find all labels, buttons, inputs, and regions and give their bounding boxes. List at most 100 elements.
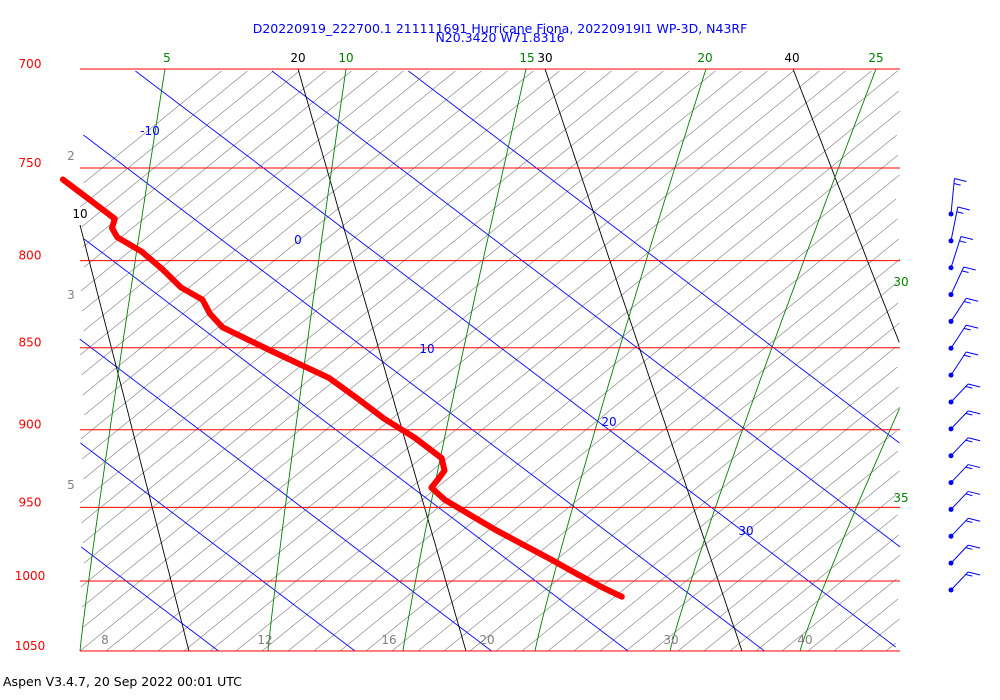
wind-barb-feather	[963, 266, 976, 271]
isotherm-line	[408, 70, 900, 444]
mixing-ratio-line	[495, 322, 900, 652]
mixing-ratio-line	[79, 70, 248, 208]
mixing-ratio-line	[84, 70, 326, 268]
wind-barb-staff	[950, 298, 967, 322]
wind-barb-feather	[963, 354, 971, 358]
wind-barb-staff	[950, 410, 969, 430]
mixing-ratio-line	[807, 578, 897, 652]
wind-barb	[948, 410, 981, 432]
mixing-ratio-lines	[79, 70, 901, 652]
moist-adiabat-line	[402, 68, 527, 652]
mixing-ratio-label: 8	[101, 633, 109, 647]
wind-barb-feather	[966, 351, 979, 356]
wind-barb-feather	[965, 520, 973, 523]
wind-barb-feather	[956, 211, 964, 214]
mixing-ratio-line	[547, 366, 898, 652]
mixing-ratio-line	[83, 70, 586, 480]
wind-barb-feather	[960, 236, 974, 241]
moist-adiabat-label: 25	[868, 51, 883, 65]
wind-barb	[948, 544, 981, 566]
mixing-ratio-line	[79, 70, 612, 504]
wind-barb	[948, 351, 979, 378]
wind-barb	[948, 206, 970, 244]
wind-barb-staff	[950, 236, 962, 268]
wind-barb	[948, 236, 974, 271]
pressure-tick-label: 900	[19, 418, 42, 432]
moist-adiabat-line	[799, 408, 900, 652]
wind-barb-feather	[965, 439, 973, 443]
mixing-ratio-line	[235, 110, 901, 652]
wind-barb-feather	[968, 571, 981, 576]
wind-barb-feather	[957, 206, 970, 211]
pressure-tick-label: 700	[19, 57, 42, 71]
wind-barb-feather	[965, 493, 973, 497]
mixing-ratio-line	[755, 534, 899, 652]
mixing-ratio-label: 2	[67, 149, 75, 163]
isotherm-line	[271, 70, 901, 548]
wind-barb	[948, 437, 981, 459]
wind-barb	[948, 571, 981, 593]
wind-barb-feather	[959, 240, 967, 244]
isotherm-line	[80, 442, 356, 652]
dry-adiabat-label: 10	[72, 207, 87, 221]
mixing-ratio-line	[82, 70, 378, 312]
isotherm-label: -10	[140, 124, 160, 138]
mixing-ratio-line	[81, 70, 638, 524]
mixing-ratio-line	[313, 174, 900, 652]
wind-barb-staff	[950, 383, 969, 403]
isotherm-lines	[79, 70, 901, 652]
mixing-ratio-line	[599, 406, 901, 652]
moist-adiabat-label: 30	[893, 275, 908, 289]
chart-title-line1: D20220919_222700.1 211111691 Hurricane F…	[252, 21, 748, 36]
mixing-ratio-line	[625, 430, 897, 652]
wind-barb-staff	[950, 517, 969, 537]
mixing-ratio-line	[79, 70, 794, 652]
mixing-ratio-label: 5	[67, 478, 75, 492]
mixing-ratio-line	[131, 70, 846, 652]
sounding-temperature-line	[59, 176, 625, 600]
wind-barb	[948, 297, 979, 324]
isotherm-label: 10	[419, 342, 434, 356]
mixing-ratio-line	[80, 70, 534, 440]
mixing-ratio-line	[781, 554, 901, 652]
dry-adiabat-label: 20	[290, 51, 305, 65]
mixing-ratio-line	[417, 258, 901, 652]
wind-barb-staff	[950, 266, 965, 295]
wind-barb-staff	[950, 351, 967, 376]
mixing-ratio-line	[81, 70, 456, 376]
wind-barb-staff	[950, 206, 959, 241]
wind-barb-feather	[965, 574, 973, 577]
wind-barb-staff	[950, 544, 969, 564]
isotherm-label: 30	[738, 524, 753, 538]
wind-barb-feather	[965, 547, 973, 550]
dry-adiabat-line	[79, 224, 190, 652]
wind-barb-feather	[965, 466, 973, 470]
mixing-ratio-label: 20	[479, 633, 494, 647]
mixing-ratio-line	[81, 70, 742, 608]
software-footer: Aspen V3.4.7, 20 Sep 2022 00:01 UTC	[3, 674, 242, 689]
mixing-ratio-label: 16	[381, 633, 396, 647]
sounding-profile	[59, 176, 625, 600]
moist-adiabat-lines	[79, 68, 900, 652]
isotherm-label: 0	[294, 233, 302, 247]
wind-barb	[948, 464, 981, 486]
wind-barb	[948, 517, 981, 539]
wind-barb	[948, 178, 967, 217]
wind-barb	[948, 266, 976, 298]
wind-barb	[948, 490, 981, 512]
wind-barb-feather	[966, 297, 979, 302]
wind-barbs	[948, 178, 981, 593]
isotherm-label: 20	[601, 415, 616, 429]
wind-barb-feather	[963, 301, 971, 304]
mixing-ratio-line	[209, 90, 899, 652]
mixing-ratio-line	[84, 70, 508, 416]
mixing-ratio-line	[833, 598, 899, 652]
mixing-ratio-line	[80, 70, 352, 292]
mixing-ratio-line	[82, 70, 664, 544]
mixing-ratio-line	[82, 70, 300, 248]
pressure-tick-label: 1050	[15, 639, 46, 653]
mixing-ratio-line	[83, 70, 404, 332]
wind-barb-feather	[968, 437, 981, 442]
isobar-lines	[80, 68, 900, 652]
